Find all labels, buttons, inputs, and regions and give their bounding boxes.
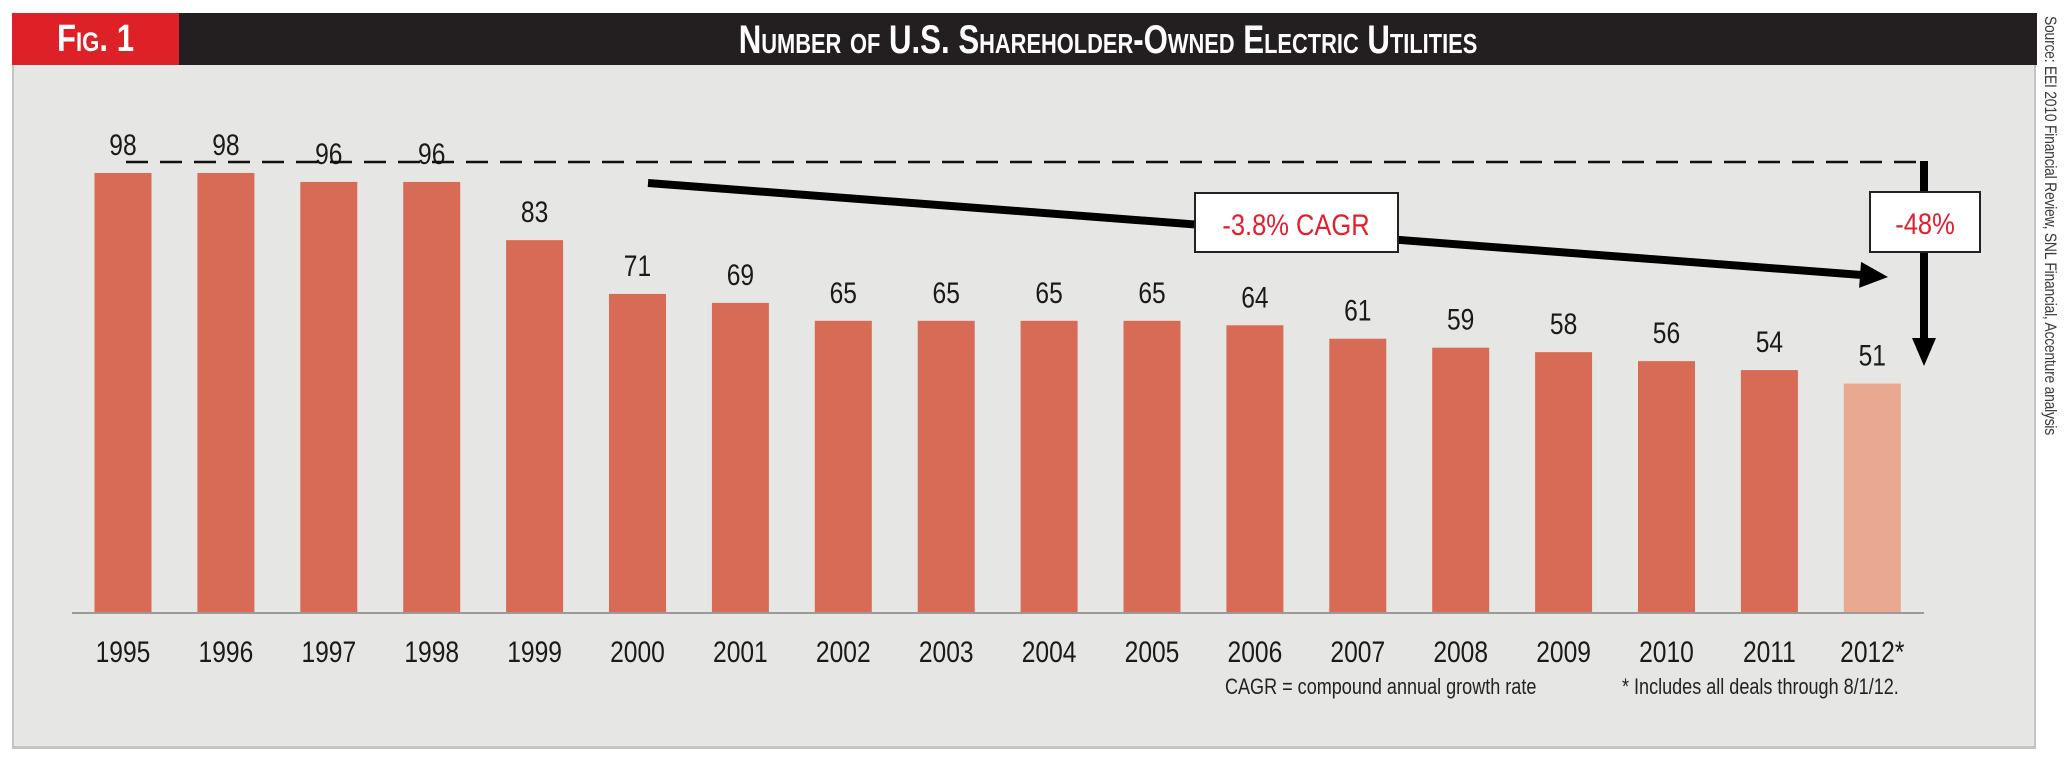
bar-2006 (1226, 325, 1284, 612)
total-change-label: -48% (1895, 207, 1955, 240)
x-tick-label: 1998 (404, 635, 459, 669)
bar-2001 (711, 302, 769, 612)
x-tick-label: 2008 (1433, 635, 1488, 669)
bar-1998 (403, 181, 461, 613)
bar-2011 (1740, 370, 1798, 612)
x-tick-label: 2000 (610, 635, 665, 669)
value-label: 51 (1859, 338, 1886, 372)
value-label: 71 (624, 249, 651, 283)
footnote-cagr: CAGR = compound annual growth rate (1225, 674, 1605, 700)
x-tick-label: 2006 (1228, 635, 1283, 669)
bar-2002 (814, 320, 872, 612)
value-label: 65 (1035, 275, 1062, 309)
x-tick-label: 2001 (713, 635, 768, 669)
x-tick-label: 2005 (1125, 635, 1180, 669)
bar-1999 (506, 240, 564, 612)
bar-2000 (609, 293, 666, 612)
bar-2012 (1843, 383, 1901, 612)
value-label: 65 (933, 275, 960, 309)
value-labels-group: 98 98 96 96 83 71 69 65 65 65 65 64 61 59 58 56 54 51 (109, 128, 1886, 372)
x-tick-label: 1999 (507, 635, 562, 669)
source-note: Source: EEI 2010 Financial Review, SNL F… (2040, 16, 2060, 476)
bar-2010 (1638, 361, 1695, 612)
x-tick-labels-group: 1995 1996 1997 1998 1999 2000 2001 2002 2003 2004… (96, 635, 1905, 669)
x-tick-label: 2010 (1639, 635, 1694, 669)
x-tick-label: 2009 (1536, 635, 1591, 669)
total-change-label-box: -48% (1869, 191, 1981, 253)
figure-label-band (12, 13, 179, 65)
bar-2005 (1123, 320, 1181, 612)
x-tick-label: 1997 (301, 635, 356, 669)
bar-2007 (1329, 338, 1387, 612)
bars-group (94, 172, 1901, 613)
bar-2008 (1432, 347, 1490, 612)
x-tick-label: 1995 (96, 635, 151, 669)
value-label: 98 (109, 128, 136, 162)
value-label: 56 (1653, 316, 1680, 350)
value-label: 58 (1550, 307, 1577, 341)
bar-1996 (197, 172, 255, 612)
value-label: 54 (1756, 325, 1783, 359)
x-tick-label: 2012* (1840, 635, 1905, 669)
total-change-box (1869, 191, 1981, 253)
bar-1997 (300, 181, 358, 613)
x-tick-label: 2002 (816, 635, 871, 669)
cagr-label: -3.8% CAGR (1222, 208, 1369, 241)
bar-1995 (94, 172, 152, 612)
value-label: 59 (1447, 302, 1474, 336)
source-text: Source: EEI 2010 Financial Review, SNL F… (2041, 16, 2060, 435)
footnote-cagr-text: CAGR = compound annual growth rate (1225, 674, 1537, 699)
value-label: 83 (521, 195, 548, 229)
value-label: 61 (1344, 293, 1371, 327)
value-label: 96 (315, 137, 342, 171)
value-label: 65 (830, 275, 857, 309)
bar-2004 (1020, 320, 1078, 612)
cagr-box (1194, 192, 1399, 253)
value-label: 65 (1138, 275, 1165, 309)
x-tick-label: 2004 (1022, 635, 1077, 669)
chart-title: Number of U.S. Shareholder-Owned Electri… (738, 18, 1478, 62)
value-label: 98 (212, 128, 239, 162)
figure-label: Fig. 1 (56, 18, 135, 60)
footnote-asterisk-text: * Includes all deals through 8/1/12. (1622, 674, 1899, 699)
value-label: 64 (1241, 280, 1268, 314)
bar-2003 (917, 320, 975, 612)
trend-arrow-head (1859, 261, 1888, 288)
footnote-asterisk: * Includes all deals through 8/1/12. (1622, 674, 1960, 700)
x-tick-label: 2003 (919, 635, 974, 669)
value-label: 96 (418, 137, 445, 171)
value-label: 69 (727, 258, 754, 292)
x-tick-label: 2007 (1330, 635, 1385, 669)
bar-2009 (1535, 352, 1593, 612)
x-tick-label: 1996 (199, 635, 254, 669)
cagr-label-box: -3.8% CAGR (1194, 192, 1399, 253)
title-band (179, 13, 2037, 65)
drop-arrow-head (1912, 338, 1936, 366)
x-tick-label: 2011 (1743, 635, 1796, 669)
